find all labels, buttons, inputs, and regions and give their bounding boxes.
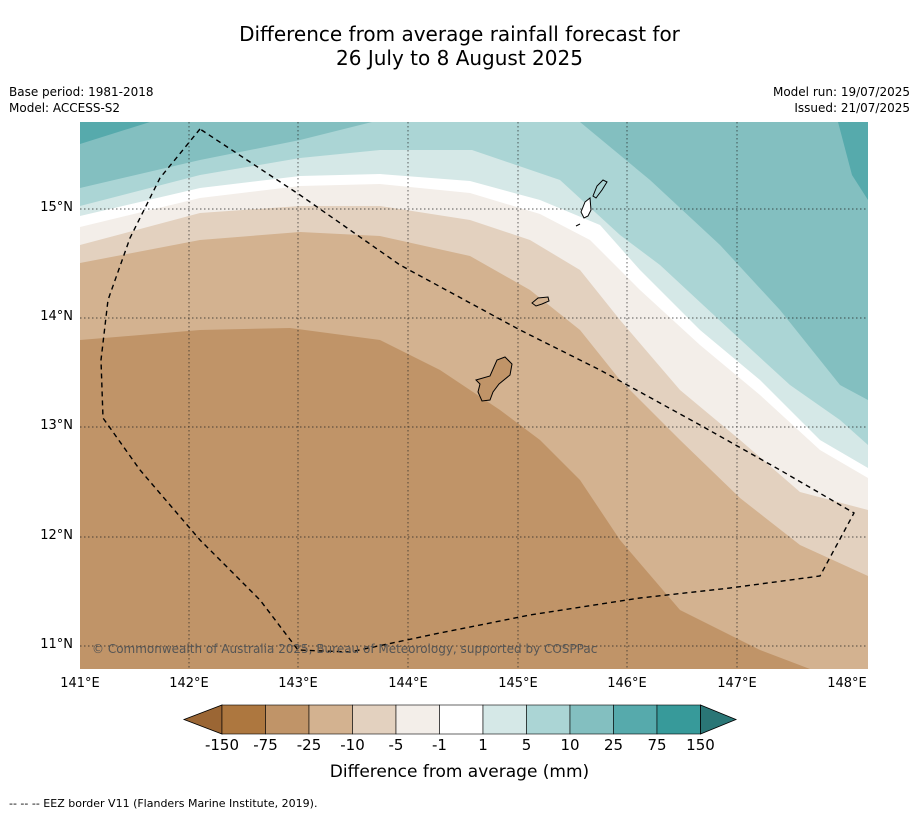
x-tick-label: 147°E bbox=[717, 676, 757, 691]
colorbar-label: -5 bbox=[388, 736, 404, 754]
islands bbox=[475, 179, 608, 402]
colorbar-label: -150 bbox=[204, 736, 240, 754]
issued-date: Issued: 21/07/2025 bbox=[794, 101, 910, 115]
rota-island bbox=[531, 296, 550, 307]
y-tick-label: 12°N bbox=[40, 528, 73, 543]
colorbar-swatch bbox=[613, 704, 658, 735]
colorbar-label: 5 bbox=[521, 736, 532, 754]
colorbar-swatch bbox=[439, 704, 484, 735]
x-tick-label: 142°E bbox=[169, 676, 209, 691]
colorbar-swatch bbox=[482, 704, 527, 735]
x-tick-label: 148°E bbox=[827, 676, 867, 691]
colorbar-label: 10 bbox=[560, 736, 580, 754]
x-tick-label: 141°E bbox=[60, 676, 100, 691]
chart-title: Difference from average rainfall forecas… bbox=[0, 22, 919, 70]
colorbar-swatch bbox=[569, 704, 614, 735]
colorbar-swatches bbox=[182, 704, 738, 735]
colorbar-label: 75 bbox=[647, 736, 667, 754]
base-period: Base period: 1981-2018 bbox=[9, 85, 154, 99]
colorbar-label: -1 bbox=[432, 736, 447, 754]
gridlines bbox=[80, 122, 868, 669]
x-tick-label: 145°E bbox=[498, 676, 538, 691]
y-tick-label: 14°N bbox=[40, 309, 73, 324]
title-line-2: 26 July to 8 August 2025 bbox=[336, 46, 583, 70]
colorbar-swatch bbox=[656, 704, 701, 735]
rainfall-map bbox=[80, 122, 868, 669]
colorbar-swatch bbox=[308, 704, 353, 735]
y-tick-label: 11°N bbox=[40, 637, 73, 652]
fill-neg75-neg25 bbox=[80, 328, 810, 669]
colorbar-label: 25 bbox=[603, 736, 624, 754]
x-tick-label: 144°E bbox=[388, 676, 428, 691]
contour-fills bbox=[80, 122, 868, 669]
eez-footnote: -- -- -- EEZ border V11 (Flanders Marine… bbox=[9, 797, 318, 810]
tinian-island bbox=[580, 197, 592, 219]
fill-25-75-topright bbox=[838, 122, 868, 200]
meta-right: Model run: 19/07/2025 Issued: 21/07/2025 bbox=[773, 84, 910, 116]
colorbar-swatch bbox=[265, 704, 310, 735]
colorbar-label: -75 bbox=[253, 736, 278, 754]
x-tick-label: 146°E bbox=[607, 676, 647, 691]
model-name: Model: ACCESS-S2 bbox=[9, 101, 121, 115]
title-line-1: Difference from average rainfall forecas… bbox=[239, 22, 680, 46]
fill-25-75-topleft bbox=[80, 122, 150, 144]
colorbar-swatch bbox=[221, 704, 266, 735]
colorbar-extend-low bbox=[182, 704, 223, 735]
colorbar-swatch bbox=[395, 704, 440, 735]
y-tick-label: 15°N bbox=[40, 200, 73, 215]
colorbar-label: -25 bbox=[296, 736, 322, 754]
eez-border-line bbox=[100, 128, 855, 653]
colorbar-label: -10 bbox=[340, 736, 365, 754]
aguijan-island bbox=[575, 223, 581, 227]
meta-left: Base period: 1981-2018 Model: ACCESS-S2 bbox=[9, 84, 154, 116]
y-tick-label: 13°N bbox=[40, 418, 73, 433]
saipan-island bbox=[592, 179, 608, 199]
colorbar-swatch bbox=[352, 704, 397, 735]
model-run: Model run: 19/07/2025 bbox=[772, 85, 910, 99]
colorbar-swatch bbox=[526, 704, 571, 735]
colorbar-extend-high bbox=[700, 704, 738, 735]
guam-island bbox=[475, 356, 513, 402]
x-tick-label: 143°E bbox=[278, 676, 318, 691]
colorbar-label: 1 bbox=[478, 736, 488, 754]
colorbar-label: 150 bbox=[686, 736, 715, 754]
colorbar-title: Difference from average (mm) bbox=[329, 762, 590, 782]
copyright-notice: © Commonwealth of Australia 2025, Bureau… bbox=[92, 642, 598, 656]
